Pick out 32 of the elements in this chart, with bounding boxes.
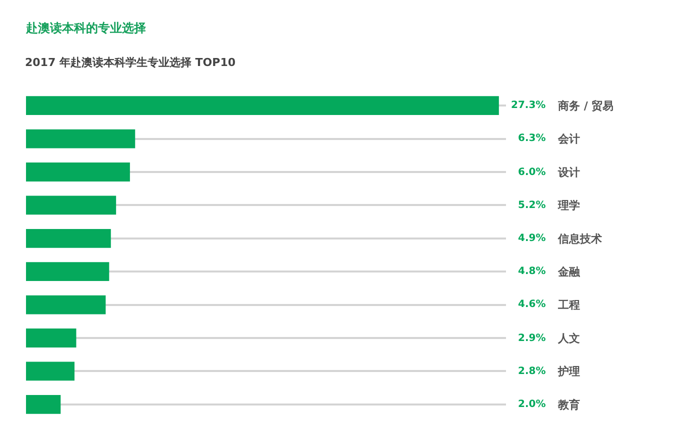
bar [26, 162, 130, 182]
data-label: 2.9% [518, 333, 546, 344]
bar [26, 196, 116, 215]
y-tick-label: 工程 [557, 298, 580, 312]
chart-subtitle: 2017 年赴澳读本科学生专业选择 TOP10 [25, 56, 236, 69]
data-label: 2.0% [518, 399, 546, 410]
bar [26, 328, 76, 348]
data-label: 4.6% [518, 299, 546, 310]
y-tick-label: 金融 [557, 265, 581, 278]
bar [26, 228, 111, 248]
y-tick-label: 教育 [557, 398, 580, 412]
bar [26, 362, 74, 381]
y-tick-label: 商务 / 贸易 [557, 99, 614, 112]
bar [26, 262, 110, 282]
data-label: 5.2% [518, 200, 546, 211]
y-tick-label: 信息技术 [557, 232, 602, 246]
y-tick-label: 人文 [557, 332, 580, 345]
data-label: 6.0% [518, 167, 546, 178]
bar [26, 129, 136, 148]
data-label: 27.3% [511, 100, 546, 111]
y-tick-label: 会计 [557, 132, 580, 146]
bar [26, 96, 499, 116]
y-tick-label: 设计 [557, 166, 580, 179]
bar [26, 295, 106, 314]
bar [26, 394, 61, 414]
chart-title: 赴澳读本科的专业选择 [25, 21, 146, 36]
data-label: 4.9% [518, 233, 546, 244]
data-label: 6.3% [518, 133, 546, 144]
y-tick-label: 理学 [557, 199, 580, 212]
y-tick-label: 护理 [557, 365, 580, 378]
data-label: 4.8% [518, 266, 546, 277]
data-label: 2.8% [518, 366, 546, 377]
